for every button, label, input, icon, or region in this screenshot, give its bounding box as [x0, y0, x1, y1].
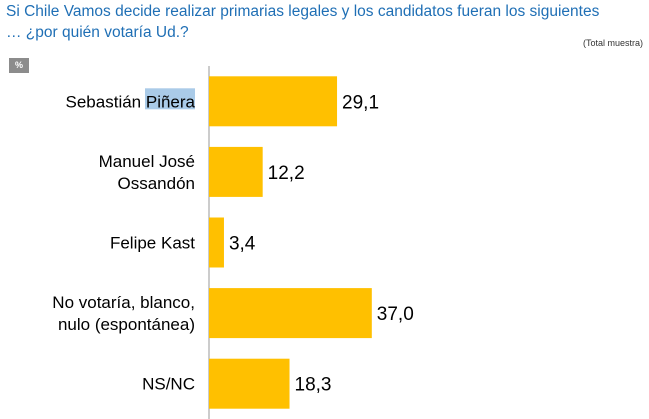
chart-title: Si Chile Vamos decide realizar primarias… [6, 3, 600, 41]
label-highlight [145, 88, 195, 110]
value-label-3: 37,0 [377, 304, 414, 325]
category-label-3: No votaría, blanco, nulo (espontánea) [52, 293, 195, 334]
category-label-1: Manuel José Ossandón [99, 152, 195, 193]
category-label-0: Sebastián Piñera [66, 92, 196, 111]
bar-3 [209, 288, 372, 339]
chart-subtitle: (Total muestra) [582, 38, 643, 48]
value-label-2: 3,4 [229, 234, 256, 255]
category-label-2: Felipe Kast [110, 234, 195, 253]
value-label-1: 12,2 [268, 163, 305, 184]
bar-2 [209, 217, 224, 268]
category-label-4: NS/NC [142, 375, 195, 394]
unit-badge: % [9, 58, 29, 73]
value-label-4: 18,3 [295, 375, 332, 396]
bar-4 [209, 358, 290, 409]
bar-0 [209, 76, 338, 127]
value-label-0: 29,1 [342, 92, 379, 113]
bar-1 [209, 146, 263, 197]
